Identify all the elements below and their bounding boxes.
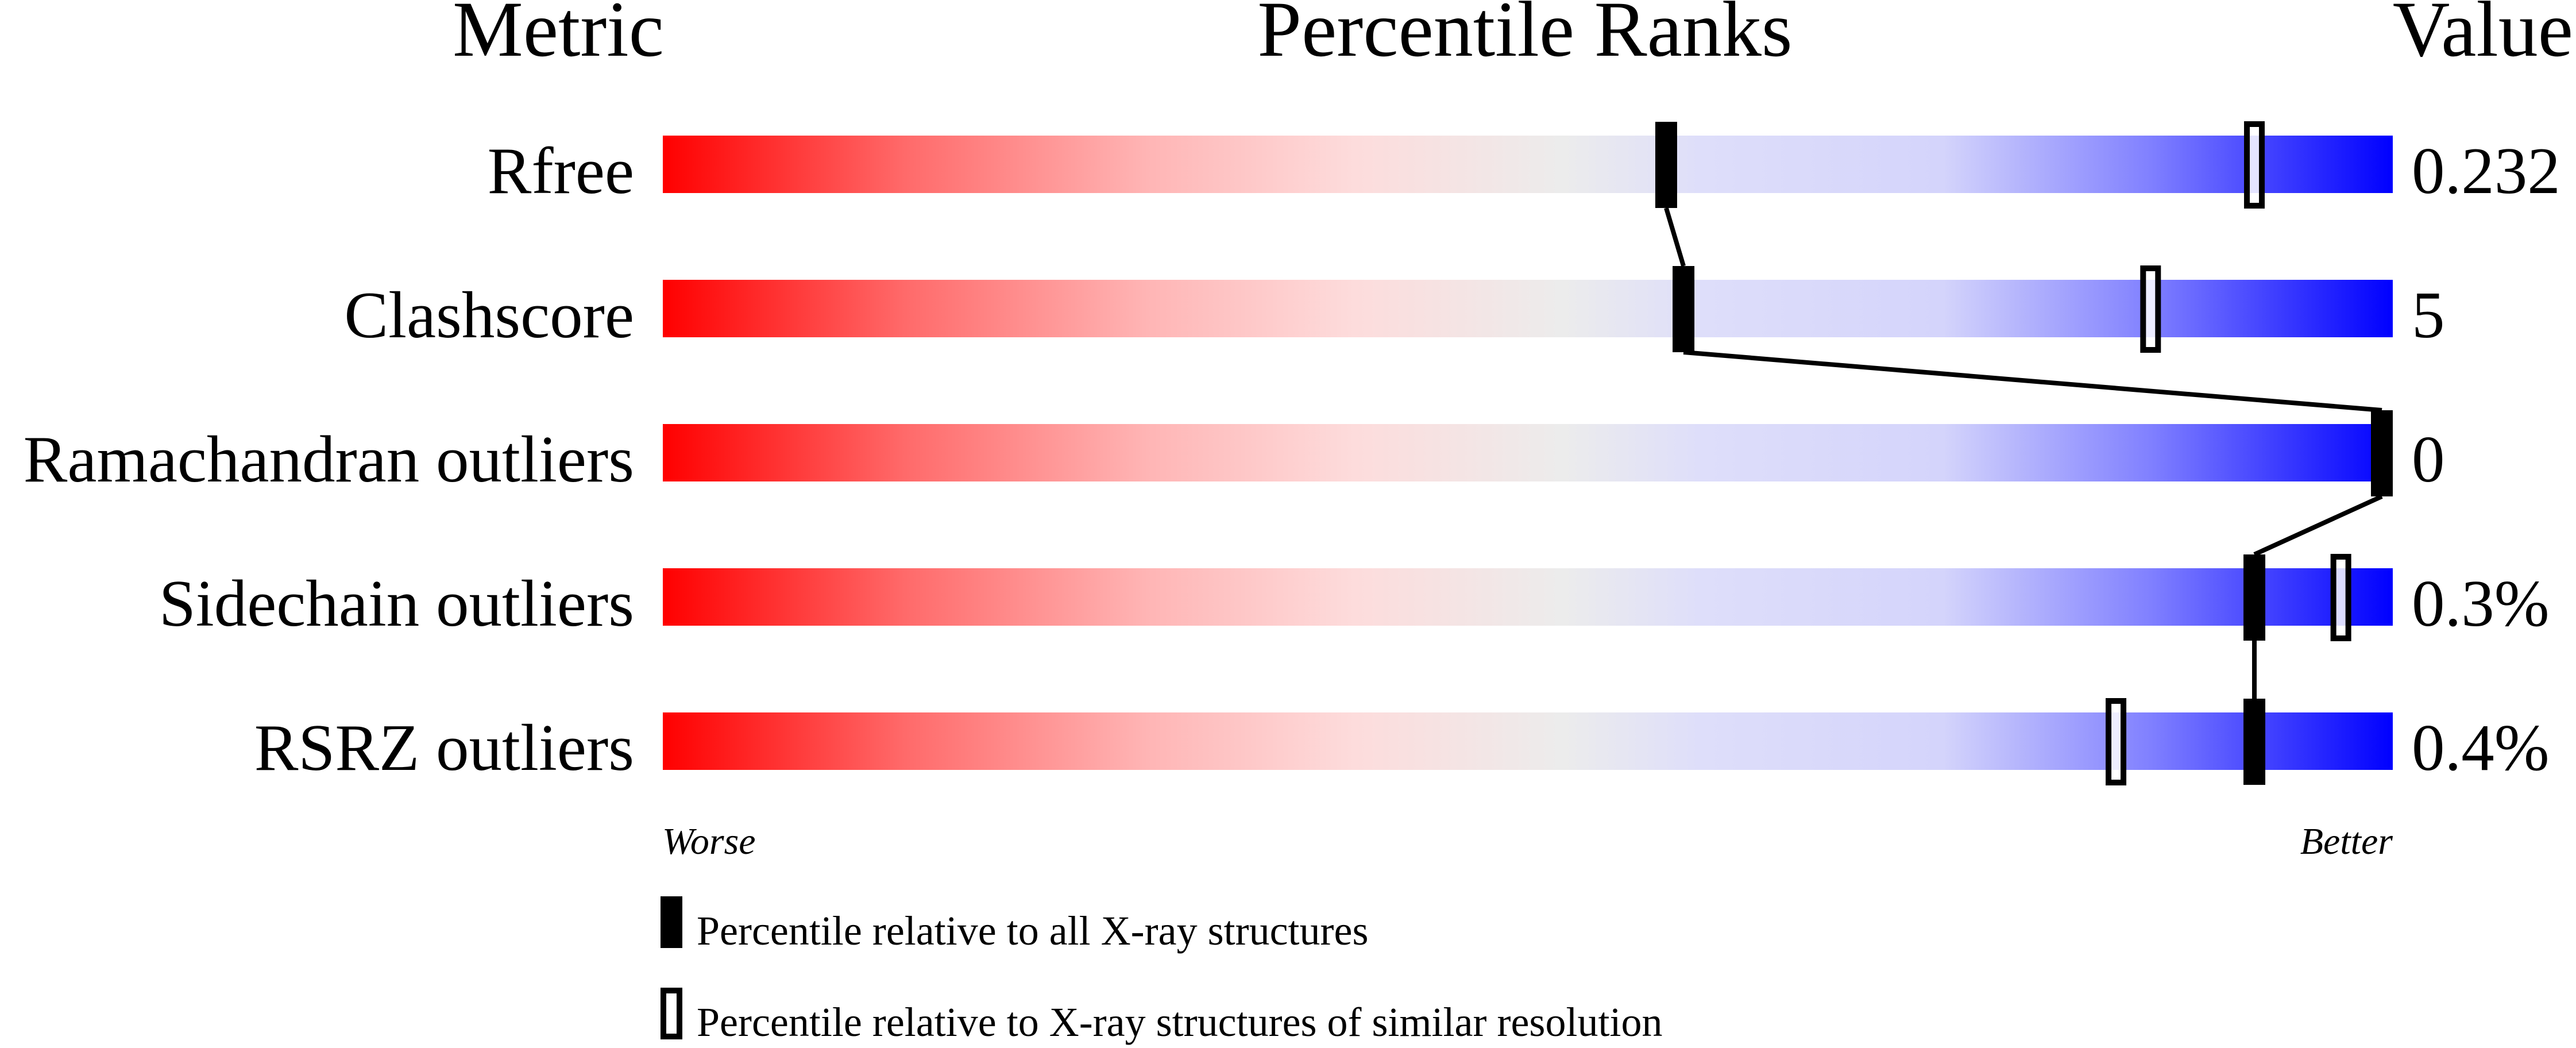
legend-open-marker xyxy=(661,988,682,1039)
legend-open-label: Percentile relative to X-ray structures … xyxy=(697,999,1662,1045)
all-structures-marker xyxy=(2243,554,2266,641)
metric-label: Ramachandran outliers xyxy=(24,423,634,496)
percentile-bar xyxy=(663,136,2393,193)
header-metric: Metric xyxy=(453,0,664,73)
metric-label: RSRZ outliers xyxy=(254,711,634,784)
metric-value: 0.232 xyxy=(2412,134,2560,207)
similar-resolution-marker xyxy=(2140,265,2161,353)
legend-filled-marker xyxy=(661,896,682,948)
metric-label: Clashscore xyxy=(344,279,634,352)
connector-line xyxy=(1683,350,2382,413)
percentile-bar xyxy=(663,568,2393,626)
metric-value: 5 xyxy=(2412,279,2445,352)
percentile-bar xyxy=(663,424,2393,481)
similar-resolution-marker xyxy=(2244,121,2265,209)
similar-resolution-marker xyxy=(2106,698,2127,785)
percentile-bar xyxy=(663,712,2393,770)
percentile-bar xyxy=(663,280,2393,337)
legend-filled-label: Percentile relative to all X-ray structu… xyxy=(697,908,1369,954)
better-label: Better xyxy=(2300,820,2393,862)
metric-value: 0 xyxy=(2412,423,2445,496)
header-percentile-ranks: Percentile Ranks xyxy=(1257,0,1792,73)
metric-label: Sidechain outliers xyxy=(159,567,634,640)
metric-value: 0.4% xyxy=(2412,711,2550,784)
header-value: Value xyxy=(2393,0,2573,73)
metric-label: Rfree xyxy=(488,134,634,207)
connector-line xyxy=(2253,494,2383,557)
all-structures-marker xyxy=(2371,410,2393,496)
all-structures-marker xyxy=(1655,122,1677,208)
metric-value: 0.3% xyxy=(2412,567,2550,640)
worse-label: Worse xyxy=(662,820,756,862)
all-structures-marker xyxy=(1673,266,1695,352)
connector-line xyxy=(1664,207,1686,267)
similar-resolution-marker xyxy=(2330,554,2351,641)
all-structures-marker xyxy=(2243,699,2266,785)
